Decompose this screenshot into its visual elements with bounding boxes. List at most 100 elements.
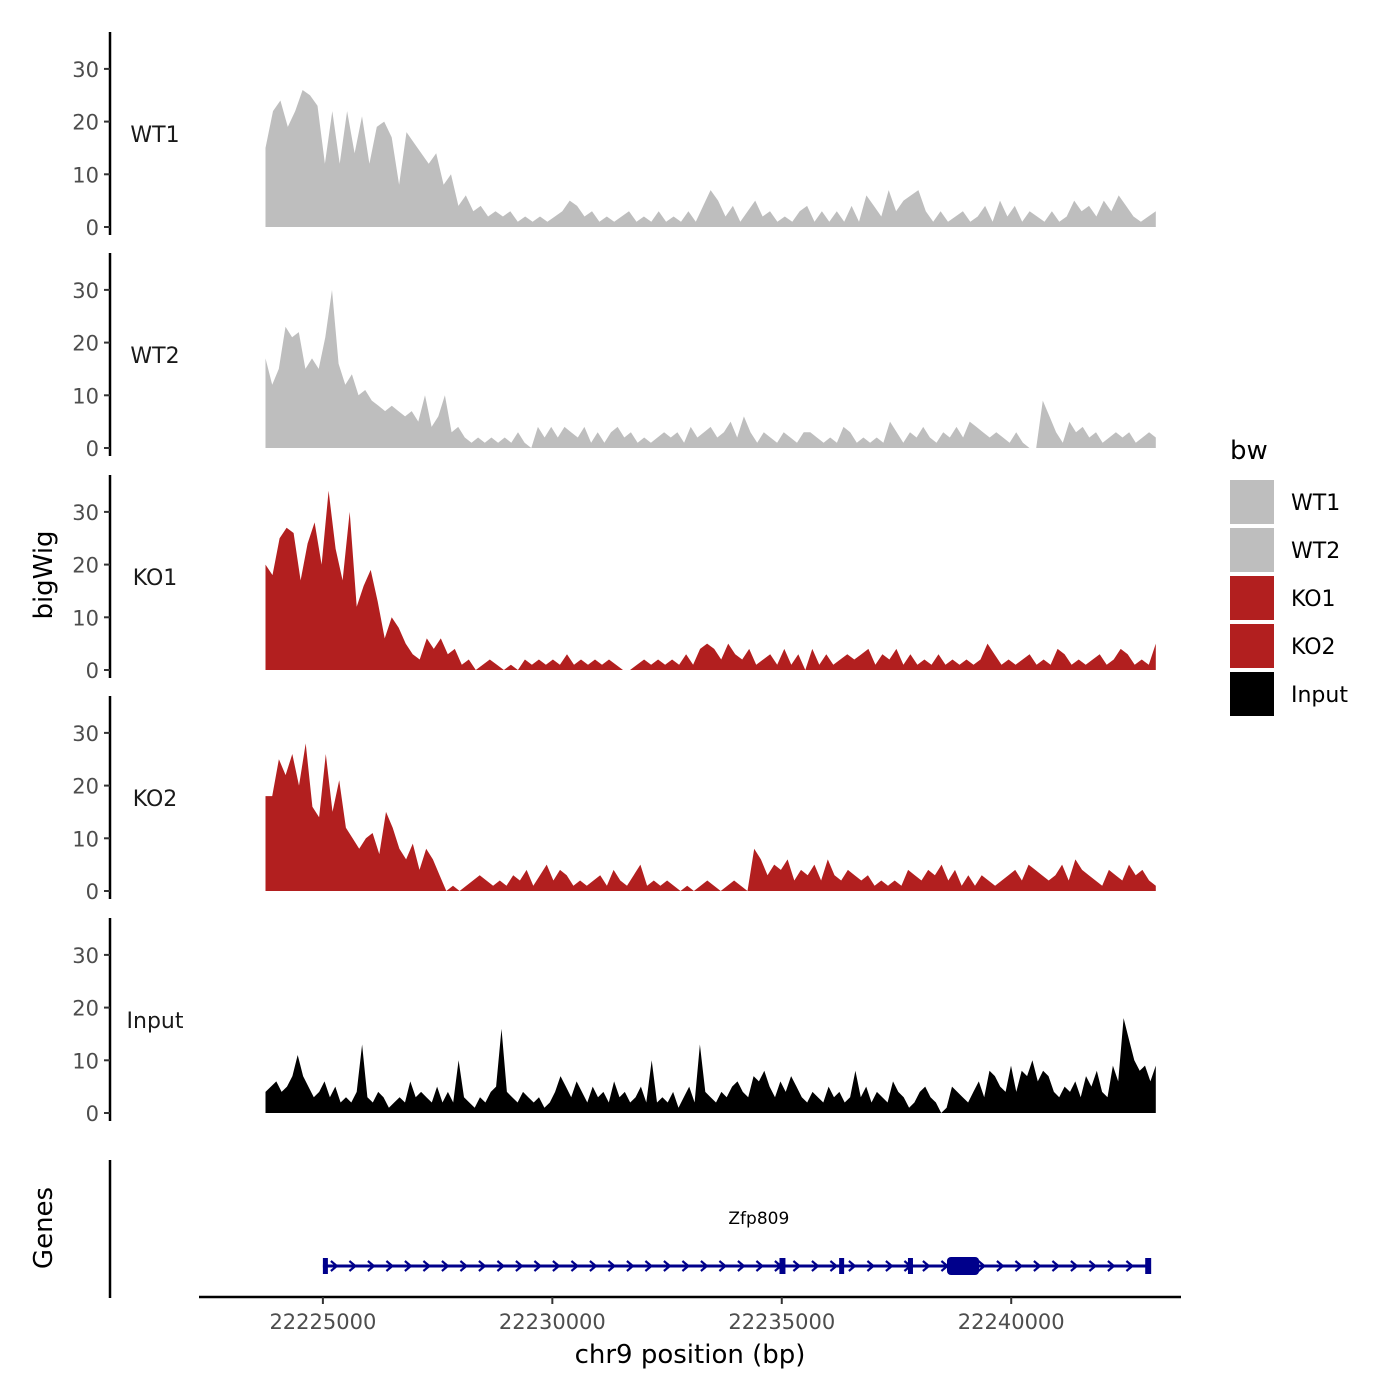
strand-arrow bbox=[478, 1260, 487, 1272]
legend-swatch-ko2 bbox=[1230, 624, 1274, 668]
x-tick-label: 22235000 bbox=[728, 1310, 835, 1334]
strand-arrow bbox=[644, 1260, 654, 1272]
strand-arrow bbox=[330, 1260, 339, 1272]
y-tick-label: 0 bbox=[86, 437, 99, 461]
strand-arrow bbox=[589, 1260, 598, 1272]
strand-arrow bbox=[533, 1260, 543, 1272]
strand-arrow bbox=[422, 1260, 432, 1272]
track-label-ko1: KO1 bbox=[133, 566, 178, 591]
strand-arrow bbox=[700, 1260, 709, 1272]
strand-arrow bbox=[552, 1260, 561, 1272]
legend-swatch-ko1 bbox=[1230, 576, 1274, 620]
x-axis: 22225000 22230000 22235000 22240000 bbox=[199, 1295, 1181, 1334]
legend-label-ko2: KO2 bbox=[1291, 635, 1336, 660]
strand-arrow bbox=[737, 1260, 746, 1272]
exon bbox=[907, 1258, 913, 1274]
strand-arrow bbox=[385, 1260, 395, 1272]
y-tick-label: 10 bbox=[72, 163, 99, 187]
legend-label-wt2: WT2 bbox=[1291, 539, 1340, 564]
area-wt1 bbox=[265, 90, 1156, 227]
strand-arrow bbox=[1033, 1260, 1042, 1272]
y-tick-label: 20 bbox=[72, 332, 99, 356]
legend-title: bw bbox=[1230, 436, 1268, 466]
strand-arrow bbox=[1014, 1260, 1024, 1272]
strand-arrow bbox=[441, 1260, 450, 1272]
strand-arrow bbox=[885, 1260, 894, 1272]
legend-swatch-input bbox=[1230, 672, 1274, 716]
strand-arrow bbox=[348, 1260, 358, 1272]
legend-swatch-wt2 bbox=[1230, 528, 1274, 572]
strand-arrow bbox=[607, 1260, 617, 1272]
area-ko2 bbox=[265, 743, 1156, 891]
strand-arrow bbox=[792, 1260, 802, 1272]
y-tick-label: 30 bbox=[72, 58, 99, 82]
legend-label-input: Input bbox=[1291, 683, 1348, 708]
track-label-wt1: WT1 bbox=[130, 123, 179, 148]
y-tick-label: 20 bbox=[72, 111, 99, 135]
strand-arrow bbox=[1107, 1260, 1116, 1272]
y-tick-label: 10 bbox=[72, 827, 99, 851]
legend-swatch-wt1 bbox=[1230, 480, 1274, 524]
strand-arrow bbox=[515, 1260, 524, 1272]
strand-arrow bbox=[996, 1260, 1005, 1272]
strand-arrow bbox=[755, 1260, 765, 1272]
legend: bw WT1 WT2 KO1 KO2 Input bbox=[1230, 436, 1348, 716]
y-tick-label: 20 bbox=[72, 997, 99, 1021]
genes-axis-title: Genes bbox=[29, 1187, 59, 1269]
area-wt2 bbox=[265, 289, 1156, 448]
track-label-input: Input bbox=[127, 1009, 184, 1034]
exon bbox=[779, 1258, 786, 1274]
y-tick-label: 30 bbox=[72, 501, 99, 525]
legend-label-ko1: KO1 bbox=[1291, 587, 1336, 612]
strand-arrow bbox=[626, 1260, 635, 1272]
y-axis-title: bigWig bbox=[29, 530, 59, 619]
y-tick-label: 0 bbox=[86, 1102, 99, 1126]
track-label-wt2: WT2 bbox=[130, 344, 179, 369]
strand-arrow bbox=[367, 1260, 376, 1272]
strand-arrow bbox=[811, 1260, 820, 1272]
y-tick-label: 30 bbox=[72, 722, 99, 746]
x-axis-title: chr9 position (bp) bbox=[575, 1340, 806, 1370]
strand-arrow bbox=[848, 1260, 857, 1272]
strand-arrow bbox=[570, 1260, 580, 1272]
y-tick-label: 0 bbox=[86, 659, 99, 683]
y-tick-label: 30 bbox=[72, 279, 99, 303]
y-tick-label: 10 bbox=[72, 384, 99, 408]
strand-arrow bbox=[1070, 1260, 1079, 1272]
strand-arrow bbox=[1125, 1260, 1135, 1272]
x-tick-label: 22240000 bbox=[958, 1310, 1065, 1334]
legend-label-wt1: WT1 bbox=[1291, 491, 1340, 516]
strand-arrow bbox=[1088, 1260, 1098, 1272]
exon bbox=[1145, 1258, 1152, 1274]
y-tick-label: 10 bbox=[72, 1049, 99, 1073]
y-tick-label: 30 bbox=[72, 944, 99, 968]
strand-arrow bbox=[718, 1260, 728, 1272]
track-ko2: 0 10 20 30 KO2 bbox=[72, 696, 1156, 904]
track-input: 0 10 20 30 Input bbox=[72, 918, 1156, 1126]
strand-arrow bbox=[459, 1260, 469, 1272]
strand-arrow bbox=[866, 1260, 876, 1272]
area-ko1 bbox=[265, 490, 1156, 670]
gene-track: Zfp809 bbox=[108, 1160, 1152, 1298]
y-tick-label: 0 bbox=[86, 880, 99, 904]
strand-arrow bbox=[681, 1260, 691, 1272]
exon bbox=[946, 1257, 980, 1275]
strand-arrow bbox=[404, 1260, 413, 1272]
x-tick-label: 22225000 bbox=[269, 1310, 376, 1334]
area-input bbox=[265, 1018, 1156, 1113]
strand-arrow bbox=[922, 1260, 931, 1272]
strand-arrow bbox=[663, 1260, 672, 1272]
y-tick-label: 20 bbox=[72, 554, 99, 578]
y-tick-label: 20 bbox=[72, 775, 99, 799]
exon bbox=[839, 1258, 845, 1274]
strand-arrow bbox=[496, 1260, 506, 1272]
track-wt1: 0 10 20 30 WT1 bbox=[72, 32, 1156, 240]
exon bbox=[322, 1258, 328, 1274]
y-tick-label: 0 bbox=[86, 216, 99, 240]
strand-arrow bbox=[829, 1260, 839, 1272]
tracks: 0 10 20 30 WT1 0 10 20 30 WT2 0 10 20 30 KO1 0 10 20 30 KO2… bbox=[72, 32, 1156, 1126]
gene-label: Zfp809 bbox=[728, 1209, 789, 1229]
y-tick-label: 10 bbox=[72, 606, 99, 630]
track-label-ko2: KO2 bbox=[133, 787, 178, 812]
